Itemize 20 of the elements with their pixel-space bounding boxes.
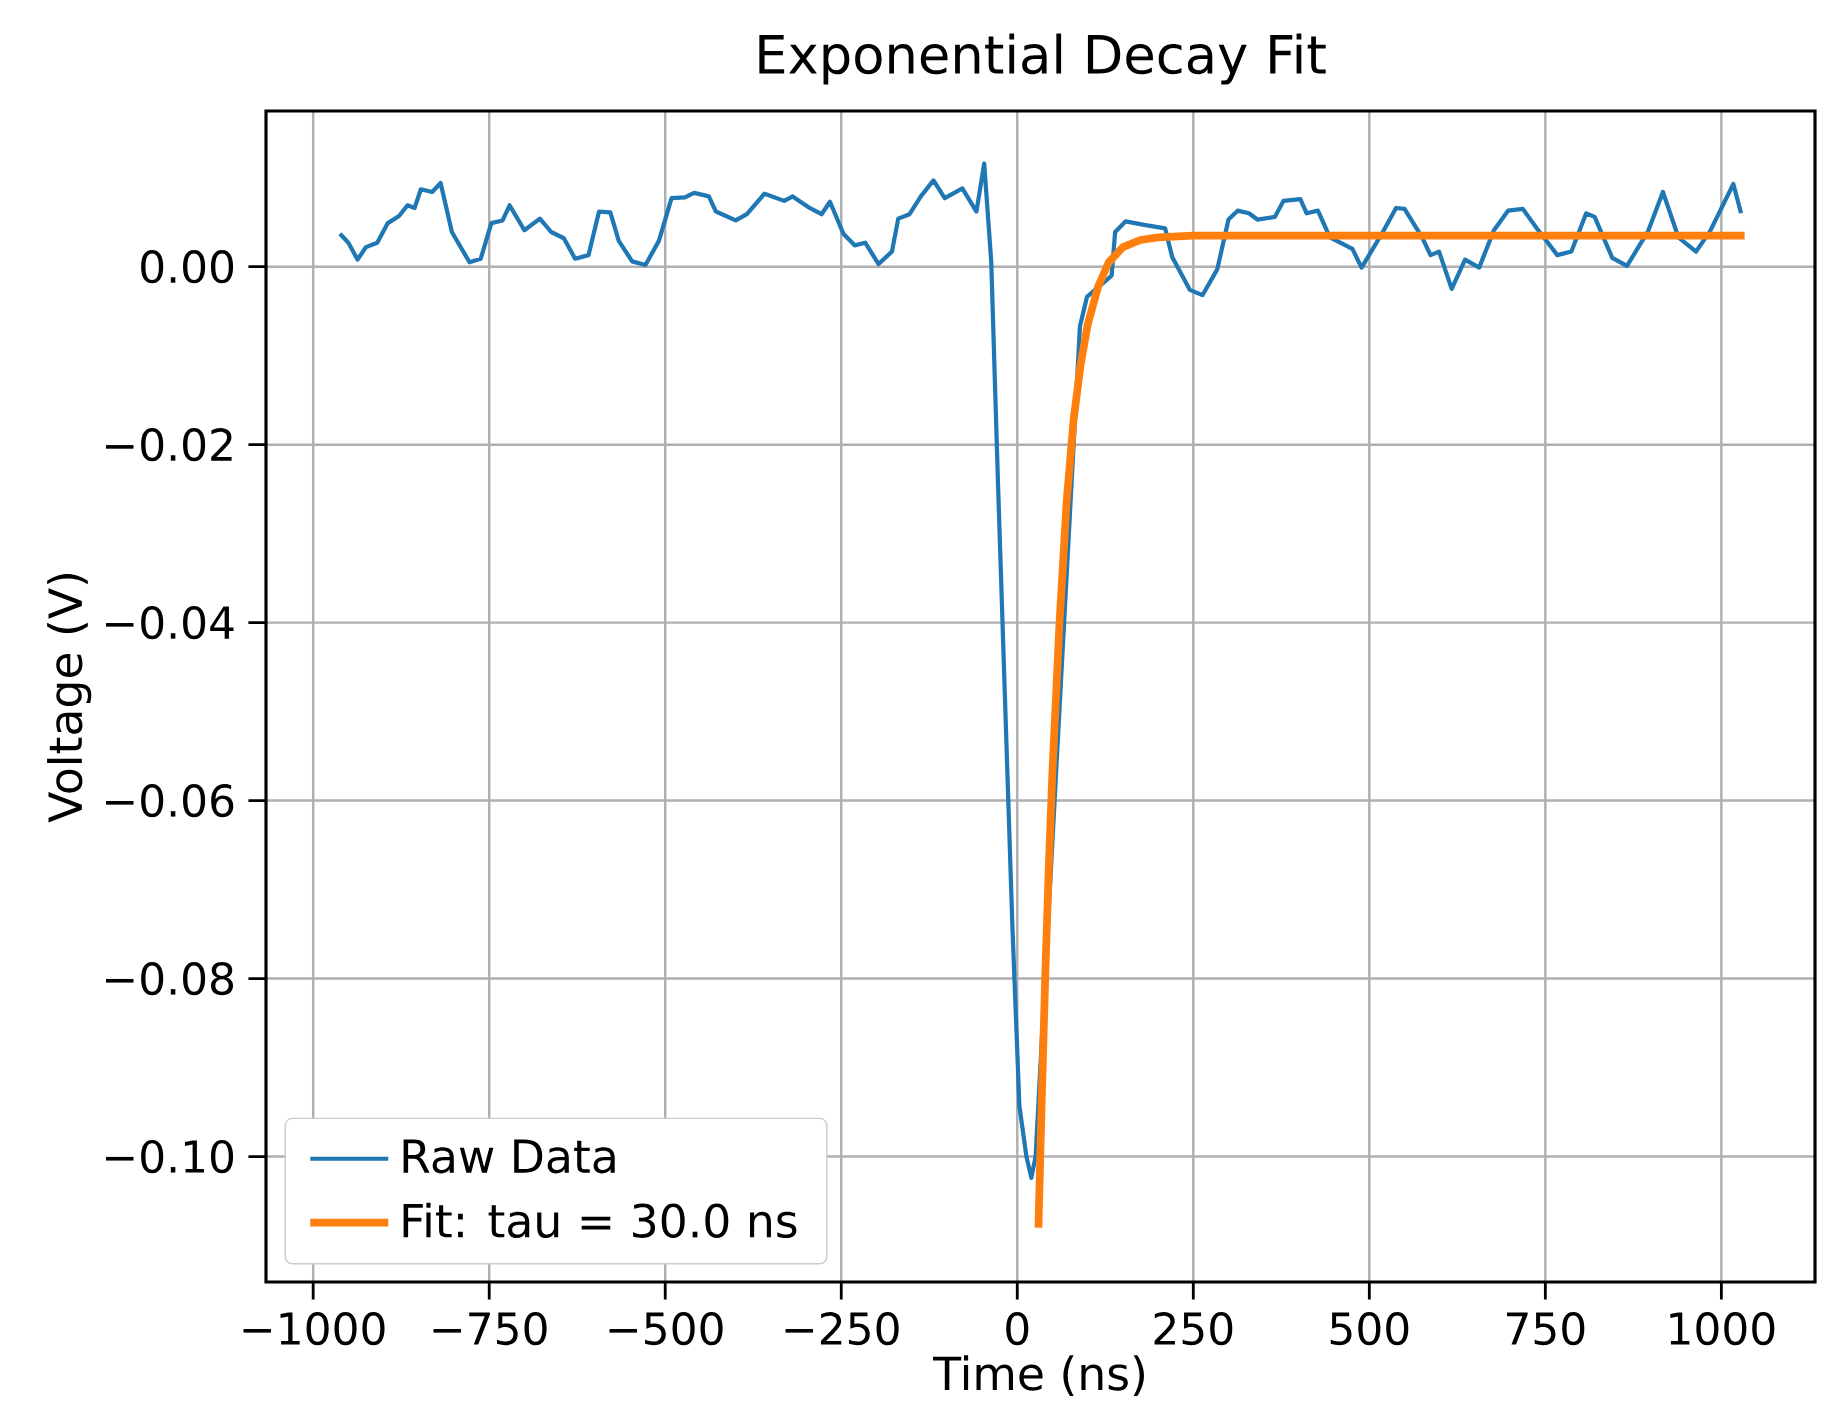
y-tick-label: −0.02	[106, 428, 232, 462]
x-tick-label: −500	[609, 1311, 723, 1346]
x-tick-label: 500	[1330, 1311, 1409, 1346]
y-axis-title: Voltage (V)	[47, 574, 92, 823]
legend-label: Fit: tau = 30.0 ns	[403, 1202, 797, 1239]
x-tick-label: 0	[1006, 1311, 1029, 1346]
x-tick-label: −250	[785, 1311, 899, 1346]
y-tick-label: 0.00	[141, 250, 234, 284]
y-tick-label: −0.10	[106, 1139, 234, 1174]
chart-title: Exponential Decay Fit	[759, 33, 1326, 85]
x-tick-label: −1000	[243, 1311, 385, 1346]
x-tick-label: 1000	[1670, 1311, 1775, 1346]
y-tick-label: −0.06	[106, 783, 234, 818]
legend-label: Raw Data	[403, 1139, 615, 1174]
x-tick-label: −750	[433, 1311, 547, 1346]
y-tick-label: −0.08	[106, 961, 234, 996]
x-axis-title: Time (ns)	[933, 1355, 1144, 1397]
y-tick-label: −0.04	[106, 606, 234, 640]
x-tick-label: 250	[1154, 1311, 1233, 1346]
x-tick-label: 750	[1507, 1311, 1585, 1346]
